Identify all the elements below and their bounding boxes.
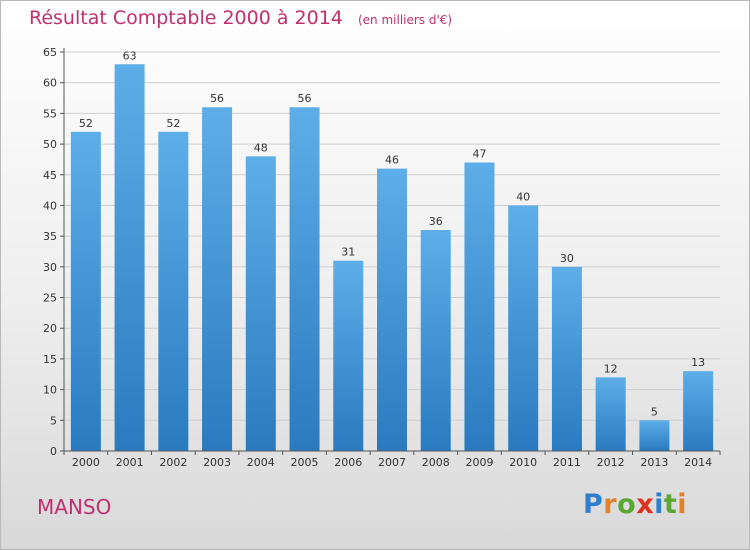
y-tick-label: 40: [43, 199, 57, 212]
x-tick-label-2001: 2001: [116, 456, 144, 469]
x-tick-label-2012: 2012: [597, 456, 625, 469]
y-tick-label: 45: [43, 169, 57, 182]
y-tick-label: 50: [43, 138, 57, 151]
y-tick-label: 0: [50, 445, 57, 458]
bar-2004: [245, 156, 276, 451]
value-label-2004: 48: [254, 141, 268, 154]
bar-2009: [464, 162, 495, 451]
bar-2013: [639, 420, 670, 451]
value-label-2011: 30: [560, 252, 574, 265]
y-tick-label: 55: [43, 107, 57, 120]
x-tick-label-2004: 2004: [247, 456, 275, 469]
x-tick-label-2006: 2006: [334, 456, 362, 469]
bar-2003: [202, 107, 233, 451]
axes: [60, 48, 721, 455]
value-label-2012: 12: [604, 362, 618, 375]
x-tick-label-2005: 2005: [291, 456, 319, 469]
value-label-2014: 13: [691, 356, 705, 369]
bar-2001: [114, 64, 145, 452]
value-label-2009: 47: [472, 147, 486, 160]
x-tick-label-2002: 2002: [159, 456, 187, 469]
value-label-2010: 40: [516, 190, 530, 203]
x-tick-label-2014: 2014: [684, 456, 712, 469]
x-tick-label-2000: 2000: [72, 456, 100, 469]
logo-letter: r: [603, 489, 618, 520]
y-tick-label: 10: [43, 384, 57, 397]
bar-2008: [420, 230, 451, 451]
chart-title: Résultat Comptable 2000 à 2014: [29, 7, 343, 29]
x-tick-label-2008: 2008: [422, 456, 450, 469]
logo-letter: P: [583, 489, 604, 520]
logo-letter: o: [617, 489, 637, 520]
y-tick-label: 65: [43, 46, 57, 59]
value-label-2003: 56: [210, 92, 224, 105]
value-label-2001: 63: [123, 49, 137, 62]
bars: [70, 64, 714, 452]
bar-2007: [377, 168, 407, 451]
bar-2012: [595, 377, 626, 451]
y-tick-label: 25: [43, 292, 57, 305]
bar-2014: [683, 371, 714, 451]
x-tick-label-2010: 2010: [509, 456, 537, 469]
x-tick-label-2007: 2007: [378, 456, 406, 469]
value-label-2005: 56: [298, 92, 312, 105]
logo-letter: t: [663, 489, 678, 520]
bar-2011: [551, 266, 582, 451]
x-tick-label-2013: 2013: [640, 456, 668, 469]
value-label-2008: 36: [429, 215, 443, 228]
value-label-2006: 31: [341, 246, 355, 259]
value-label-2002: 52: [166, 117, 180, 130]
labels: 0510152025303540455055606552200063200152…: [43, 46, 712, 469]
logo-letter: i: [654, 489, 664, 520]
bar-2006: [333, 260, 364, 451]
logo-letter: i: [677, 489, 688, 520]
x-tick-label-2009: 2009: [465, 456, 493, 469]
value-label-2013: 5: [651, 405, 658, 418]
y-tick-label: 15: [43, 353, 57, 366]
y-tick-label: 35: [43, 230, 57, 243]
value-label-2000: 52: [79, 117, 93, 130]
y-tick-label: 20: [43, 322, 57, 335]
proxiti-logo: Proxiti: [583, 489, 687, 520]
y-tick-label: 5: [50, 414, 57, 427]
x-tick-label-2011: 2011: [553, 456, 581, 469]
y-tick-label: 30: [43, 261, 57, 274]
chart-title-line: Résultat Comptable 2000 à 2014 (en milli…: [29, 7, 452, 29]
x-tick-label-2003: 2003: [203, 456, 231, 469]
bar-2000: [70, 131, 101, 452]
chart-subtitle: (en milliers d'€): [357, 13, 453, 27]
bar-2002: [158, 131, 189, 452]
value-label-2007: 46: [385, 154, 399, 167]
town-name: MANSO: [37, 495, 112, 519]
y-tick-label: 60: [43, 77, 57, 90]
bar-2005: [289, 107, 320, 451]
bar-2010: [508, 205, 539, 451]
logo-letter: x: [636, 489, 655, 520]
